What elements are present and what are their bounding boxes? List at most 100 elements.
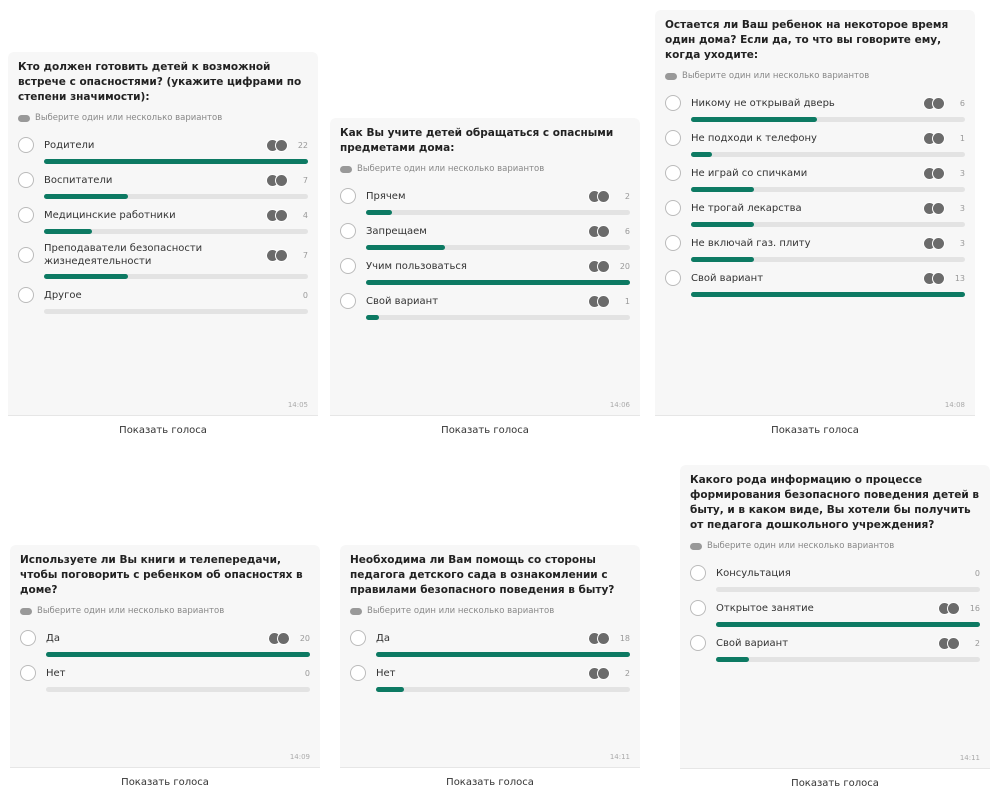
radio-button[interactable] — [18, 172, 34, 188]
show-votes-button[interactable]: Показать голоса — [655, 415, 975, 445]
bar-track — [44, 229, 308, 234]
bar-track — [691, 117, 965, 122]
voter-avatar — [597, 189, 610, 203]
vote-bar — [376, 652, 630, 657]
show-votes-button[interactable]: Показать голоса — [680, 768, 990, 798]
multi-icon — [340, 165, 352, 173]
radio-button[interactable] — [340, 188, 356, 204]
radio-button[interactable] — [340, 293, 356, 309]
timestamp: 14:06 — [609, 401, 630, 409]
vote-count: 0 — [302, 290, 308, 300]
poll-option[interactable]: Медицинские работники 4 — [18, 207, 308, 234]
vote-count: 3 — [959, 238, 965, 248]
vote-bar — [376, 687, 405, 692]
option-row: Свой вариант 2 — [690, 635, 980, 651]
option-label: Свой вариант — [691, 272, 764, 284]
poll-option[interactable]: Родители 22 — [18, 137, 308, 164]
multi-icon — [665, 72, 677, 80]
bar-track — [376, 652, 630, 657]
radio-button[interactable] — [690, 565, 706, 581]
bar-track — [44, 309, 308, 314]
vote-count: 3 — [959, 168, 965, 178]
radio-button[interactable] — [340, 223, 356, 239]
option-row: Никому не открывай дверь 6 — [665, 95, 965, 111]
bar-track — [376, 687, 630, 692]
vote-bar — [691, 187, 755, 192]
radio-button[interactable] — [20, 665, 36, 681]
option-row: Свой вариант 13 — [665, 270, 965, 286]
poll-option[interactable]: Преподаватели безопасности жизнедеятельн… — [18, 242, 308, 279]
poll-option[interactable]: Никому не открывай дверь 6 — [665, 95, 965, 122]
radio-button[interactable] — [350, 665, 366, 681]
vote-bar — [366, 280, 630, 285]
voter-avatar — [275, 208, 288, 222]
radio-button[interactable] — [18, 287, 34, 303]
radio-button[interactable] — [18, 207, 34, 223]
multi-icon — [18, 114, 30, 122]
poll-question: Остается ли Ваш ребенок на некоторое вре… — [665, 19, 949, 61]
poll-option[interactable]: Свой вариант 2 — [690, 635, 980, 662]
option-label: Нет — [376, 667, 396, 679]
radio-button[interactable] — [665, 95, 681, 111]
poll-option[interactable]: Консультация 0 — [690, 565, 980, 592]
vote-count: 16 — [969, 603, 980, 613]
poll-option[interactable]: Воспитатели 7 — [18, 172, 308, 199]
poll-option[interactable]: Прячем 2 — [340, 188, 630, 215]
option-row: Да 18 — [350, 630, 630, 646]
bar-track — [691, 257, 965, 262]
radio-button[interactable] — [20, 630, 36, 646]
poll-card: Как Вы учите детей обращаться с опасными… — [330, 118, 640, 445]
hint-text: Выберите один или несколько вариантов — [37, 606, 225, 616]
timestamp: 14:05 — [287, 401, 308, 409]
show-votes-button[interactable]: Показать голоса — [8, 415, 318, 445]
radio-button[interactable] — [665, 165, 681, 181]
poll-option[interactable]: Нет 0 — [20, 665, 310, 692]
voter-avatar — [275, 138, 288, 152]
show-votes-button[interactable]: Показать голоса — [330, 415, 640, 445]
poll-option[interactable]: Да 18 — [350, 630, 630, 657]
option-label: Да — [376, 632, 390, 644]
poll-option[interactable]: Другое 0 — [18, 287, 308, 314]
voter-avatar — [932, 201, 945, 215]
voter-avatar — [947, 636, 960, 650]
voter-avatar — [932, 166, 945, 180]
radio-button[interactable] — [350, 630, 366, 646]
voter-avatar — [932, 96, 945, 110]
radio-button[interactable] — [665, 130, 681, 146]
poll-option[interactable]: Не включай газ. плиту 3 — [665, 235, 965, 262]
vote-bar — [366, 210, 393, 215]
option-row: Консультация 0 — [690, 565, 980, 581]
bar-track — [691, 187, 965, 192]
radio-button[interactable] — [690, 635, 706, 651]
option-row: Не включай газ. плиту 3 — [665, 235, 965, 251]
poll-option[interactable]: Открытое занятие 16 — [690, 600, 980, 627]
vote-count: 22 — [297, 140, 308, 150]
bar-track — [44, 159, 308, 164]
show-votes-button[interactable]: Показать голоса — [340, 767, 640, 797]
radio-button[interactable] — [18, 137, 34, 153]
show-votes-button[interactable]: Показать голоса — [10, 767, 320, 797]
poll-option[interactable]: Не трогай лекарства 3 — [665, 200, 965, 227]
poll-option[interactable]: Да 20 — [20, 630, 310, 657]
voter-avatar — [597, 259, 610, 273]
vote-count: 6 — [624, 226, 630, 236]
vote-count: 3 — [959, 203, 965, 213]
poll-option[interactable]: Свой вариант 1 — [340, 293, 630, 320]
poll-option[interactable]: Свой вариант 13 — [665, 270, 965, 297]
poll-option[interactable]: Запрещаем 6 — [340, 223, 630, 250]
poll-option[interactable]: Нет 2 — [350, 665, 630, 692]
timestamp: 14:11 — [959, 754, 980, 762]
radio-button[interactable] — [690, 600, 706, 616]
poll-question: Кто должен готовить детей к возможной вс… — [18, 61, 302, 103]
vote-bar — [691, 152, 713, 157]
radio-button[interactable] — [18, 247, 34, 263]
poll-option[interactable]: Не подходи к телефону 1 — [665, 130, 965, 157]
radio-button[interactable] — [665, 235, 681, 251]
poll-hint: Выберите один или несколько вариантов — [20, 606, 310, 616]
poll-option[interactable]: Не играй со спичками 3 — [665, 165, 965, 192]
radio-button[interactable] — [665, 200, 681, 216]
poll-option[interactable]: Учим пользоваться 20 — [340, 258, 630, 285]
radio-button[interactable] — [665, 270, 681, 286]
option-label: Другое — [44, 289, 82, 301]
radio-button[interactable] — [340, 258, 356, 274]
